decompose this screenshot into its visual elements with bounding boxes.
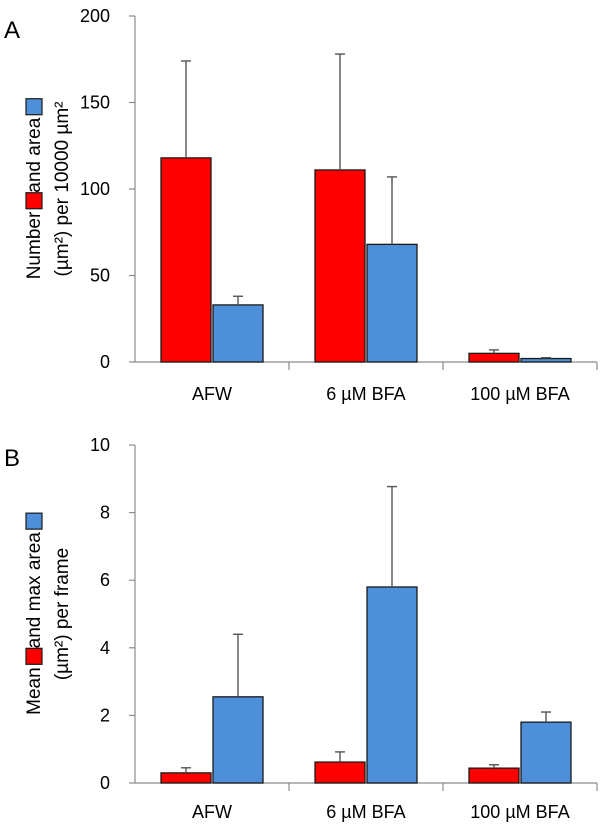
panel-letter: A (4, 17, 20, 44)
y-axis-label-line2: (µm²) per 10000 µm² (52, 102, 73, 277)
bar-blue (366, 243, 418, 363)
y-tick-label: 150 (80, 93, 110, 113)
y-axis-label-text: Mean (24, 667, 45, 715)
bar-blue (212, 696, 264, 784)
y-tick-label: 200 (80, 6, 110, 26)
y-tick-label: 6 (100, 570, 110, 590)
y-tick-label: 50 (90, 266, 110, 286)
legend-swatch-red (25, 647, 43, 665)
x-tick-label: AFW (192, 384, 232, 404)
x-tick-label: 6 µM BFA (326, 802, 405, 822)
legend-swatch-blue (25, 98, 43, 116)
y-tick-label: 8 (100, 503, 110, 523)
y-tick-label: 0 (100, 352, 110, 372)
y-tick-label: 10 (90, 435, 110, 455)
legend-swatch-red (25, 192, 43, 210)
bar-red (314, 169, 366, 363)
panel-letter: B (4, 445, 20, 472)
bar-blue (520, 357, 572, 363)
x-tick-label: AFW (192, 802, 232, 822)
y-tick-label: 0 (100, 773, 110, 793)
x-tick-label: 100 µM BFA (470, 802, 569, 822)
bar-red (468, 767, 520, 784)
y-tick-label: 4 (100, 638, 110, 658)
bar-red (160, 157, 212, 363)
bar-red (314, 761, 366, 784)
bar-red (160, 772, 212, 784)
x-tick-label: 100 µM BFA (470, 384, 569, 404)
bar-blue (212, 304, 264, 363)
panel-a: A 0 50 100 150 200 AFW 6 µM BFA 100 µM BFA Number… (4, 6, 598, 404)
bar-blue (366, 586, 418, 784)
y-axis-label-text: and max area (24, 532, 45, 649)
y-axis-label-text: Number (24, 211, 45, 279)
y-axis-label-text: and area (24, 117, 45, 192)
legend-swatch-blue (25, 512, 43, 530)
bar-blue (520, 721, 572, 784)
x-tick-label: 6 µM BFA (326, 384, 405, 404)
panel-b: B 0 2 4 6 8 10 AFW 6 µM BFA 100 µM BFA Mean and ma… (4, 435, 598, 822)
y-axis-label-line1: Number and area (24, 98, 45, 279)
bar-red (468, 352, 520, 363)
y-tick-label: 2 (100, 705, 110, 725)
y-tick-label: 100 (80, 179, 110, 199)
y-axis-label-line2: (µm²) per frame (52, 548, 73, 680)
y-axis-label-line1: Mean and max area (24, 512, 45, 715)
